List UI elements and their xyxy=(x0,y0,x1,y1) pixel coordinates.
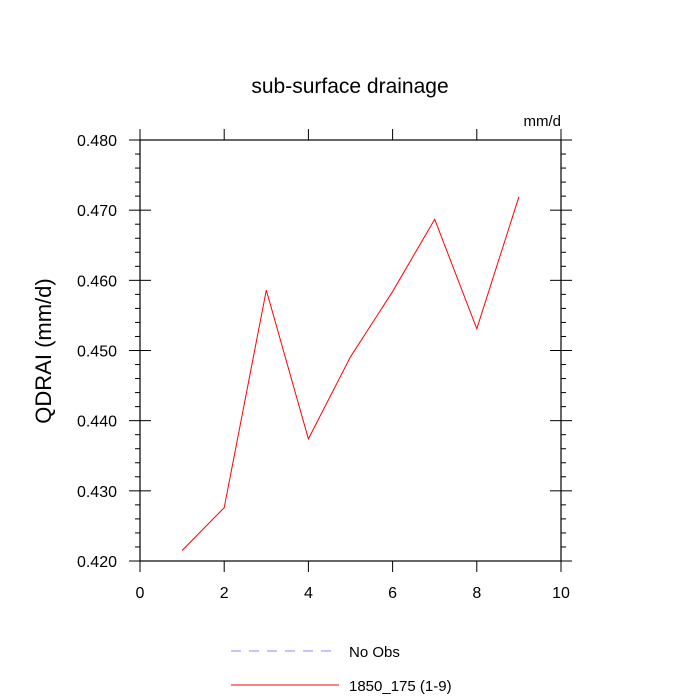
legend: No Obs 1850_175 (1-9) xyxy=(231,644,452,695)
y-tick-label: 0.430 xyxy=(77,484,117,501)
y-tick-label: 0.440 xyxy=(77,414,117,431)
axis-ticks xyxy=(129,129,572,572)
plot-frame xyxy=(139,139,562,562)
x-tick-label: 0 xyxy=(136,585,145,602)
y-tick-label: 0.460 xyxy=(77,273,117,290)
units-label: mm/d xyxy=(524,113,562,130)
x-tick-label: 8 xyxy=(472,585,481,602)
y-tick-label: 0.480 xyxy=(77,133,117,150)
y-axis-label: QDRAI (mm/d) xyxy=(31,278,56,423)
y-tick-label: 0.470 xyxy=(77,203,117,220)
series-line xyxy=(181,196,520,551)
y-tick-label: 0.420 xyxy=(77,554,117,571)
x-tick-label: 4 xyxy=(304,585,313,602)
chart-title: sub-surface drainage xyxy=(251,75,448,98)
tick-labels: 0 2 4 6 8 10 0.420 0.430 0.440 0.450 0.460 0.470 0.4… xyxy=(77,133,570,602)
x-tick-label: 6 xyxy=(388,585,397,602)
legend-label-no-obs: No Obs xyxy=(349,644,400,661)
x-tick-label: 2 xyxy=(220,585,229,602)
x-tick-label: 10 xyxy=(552,585,570,602)
y-tick-label: 0.450 xyxy=(77,344,117,361)
series-layer xyxy=(181,196,520,551)
legend-label-series: 1850_175 (1-9) xyxy=(349,678,452,695)
